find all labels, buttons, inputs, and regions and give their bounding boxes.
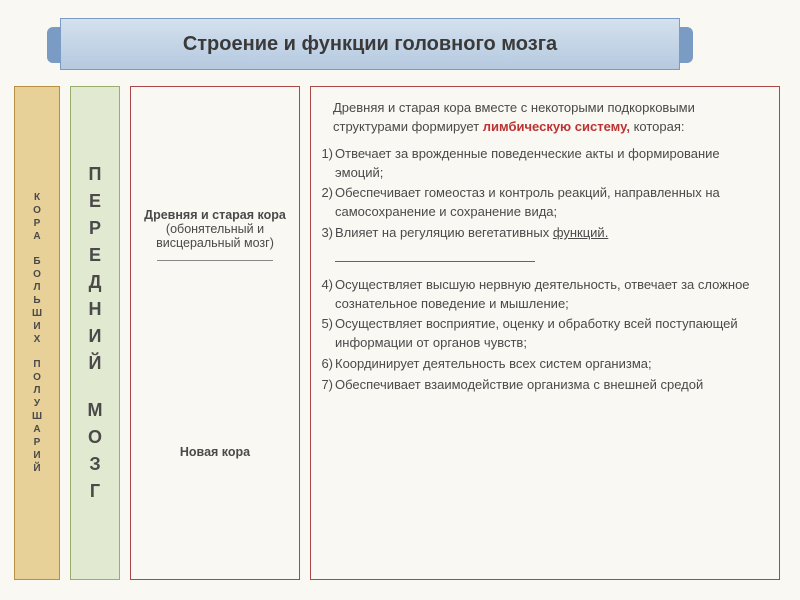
vertical-word-1: КОРАБОЛЬШИХПОЛУШАРИЙ: [32, 191, 42, 475]
list-item: 2)Обеспечивает гомеостаз и контроль реак…: [317, 184, 765, 222]
item-text: Координирует деятельность всех систем ор…: [335, 355, 652, 374]
intro-text: Древняя и старая кора вместе с некоторым…: [317, 99, 765, 137]
ancient-cortex-sub: (обонятельный и висцеральный мозг): [143, 222, 287, 250]
list-item: 5)Осуществляет восприятие, оценку и обра…: [317, 315, 765, 353]
list-item: 6)Координирует деятельность всех систем …: [317, 355, 765, 374]
item-text: Обеспечивает взаимодействие организма с …: [335, 376, 703, 395]
page-title: Строение и функции головного мозга: [183, 33, 557, 56]
item-text: Осуществляет высшую нервную деятельность…: [335, 276, 765, 314]
vertical-word-2: ПЕРЕДНИЙМОЗГ: [88, 161, 103, 505]
functions-list: 1)Отвечает за врожденные поведенческие а…: [317, 145, 765, 264]
column-cortex: КОРАБОЛЬШИХПОЛУШАРИЙ: [14, 86, 60, 580]
functions-list-2: 4)Осуществляет высшую нервную деятельнос…: [317, 276, 765, 397]
new-cortex-block: Новая кора: [180, 445, 250, 459]
divider-line: [157, 260, 272, 261]
list-item: 1)Отвечает за врожденные поведенческие а…: [317, 145, 765, 183]
item-number: 3): [317, 224, 335, 262]
item-number: 4): [317, 276, 335, 314]
item-number: 7): [317, 376, 335, 395]
item-number: 1): [317, 145, 335, 183]
item-text: Отвечает за врожденные поведенческие акт…: [335, 145, 765, 183]
intro-post: которая:: [630, 119, 685, 134]
item-text: Обеспечивает гомеостаз и контроль реакци…: [335, 184, 765, 222]
item-text: Влияет на регуляцию вегетативных функций…: [335, 224, 765, 262]
underline-extension: [335, 261, 535, 262]
item-number: 5): [317, 315, 335, 353]
column-cortex-types: Древняя и старая кора (обонятельный и ви…: [130, 86, 300, 580]
item-number: 6): [317, 355, 335, 374]
content-area: КОРАБОЛЬШИХПОЛУШАРИЙ ПЕРЕДНИЙМОЗГ Древня…: [14, 86, 780, 580]
intro-highlight: лимбическую систему,: [483, 119, 630, 134]
item-text: Осуществляет восприятие, оценку и обрабо…: [335, 315, 765, 353]
title-banner: Строение и функции головного мозга: [60, 18, 680, 70]
list-item: 3)Влияет на регуляцию вегетативных функц…: [317, 224, 765, 262]
list-item: 7)Обеспечивает взаимодействие организма …: [317, 376, 765, 395]
column-functions: Древняя и старая кора вместе с некоторым…: [310, 86, 780, 580]
list-item: 4)Осуществляет высшую нервную деятельнос…: [317, 276, 765, 314]
column-forebrain: ПЕРЕДНИЙМОЗГ: [70, 86, 120, 580]
item-number: 2): [317, 184, 335, 222]
ancient-cortex-title: Древняя и старая кора: [143, 208, 287, 222]
ancient-cortex-block: Древняя и старая кора (обонятельный и ви…: [143, 208, 287, 264]
